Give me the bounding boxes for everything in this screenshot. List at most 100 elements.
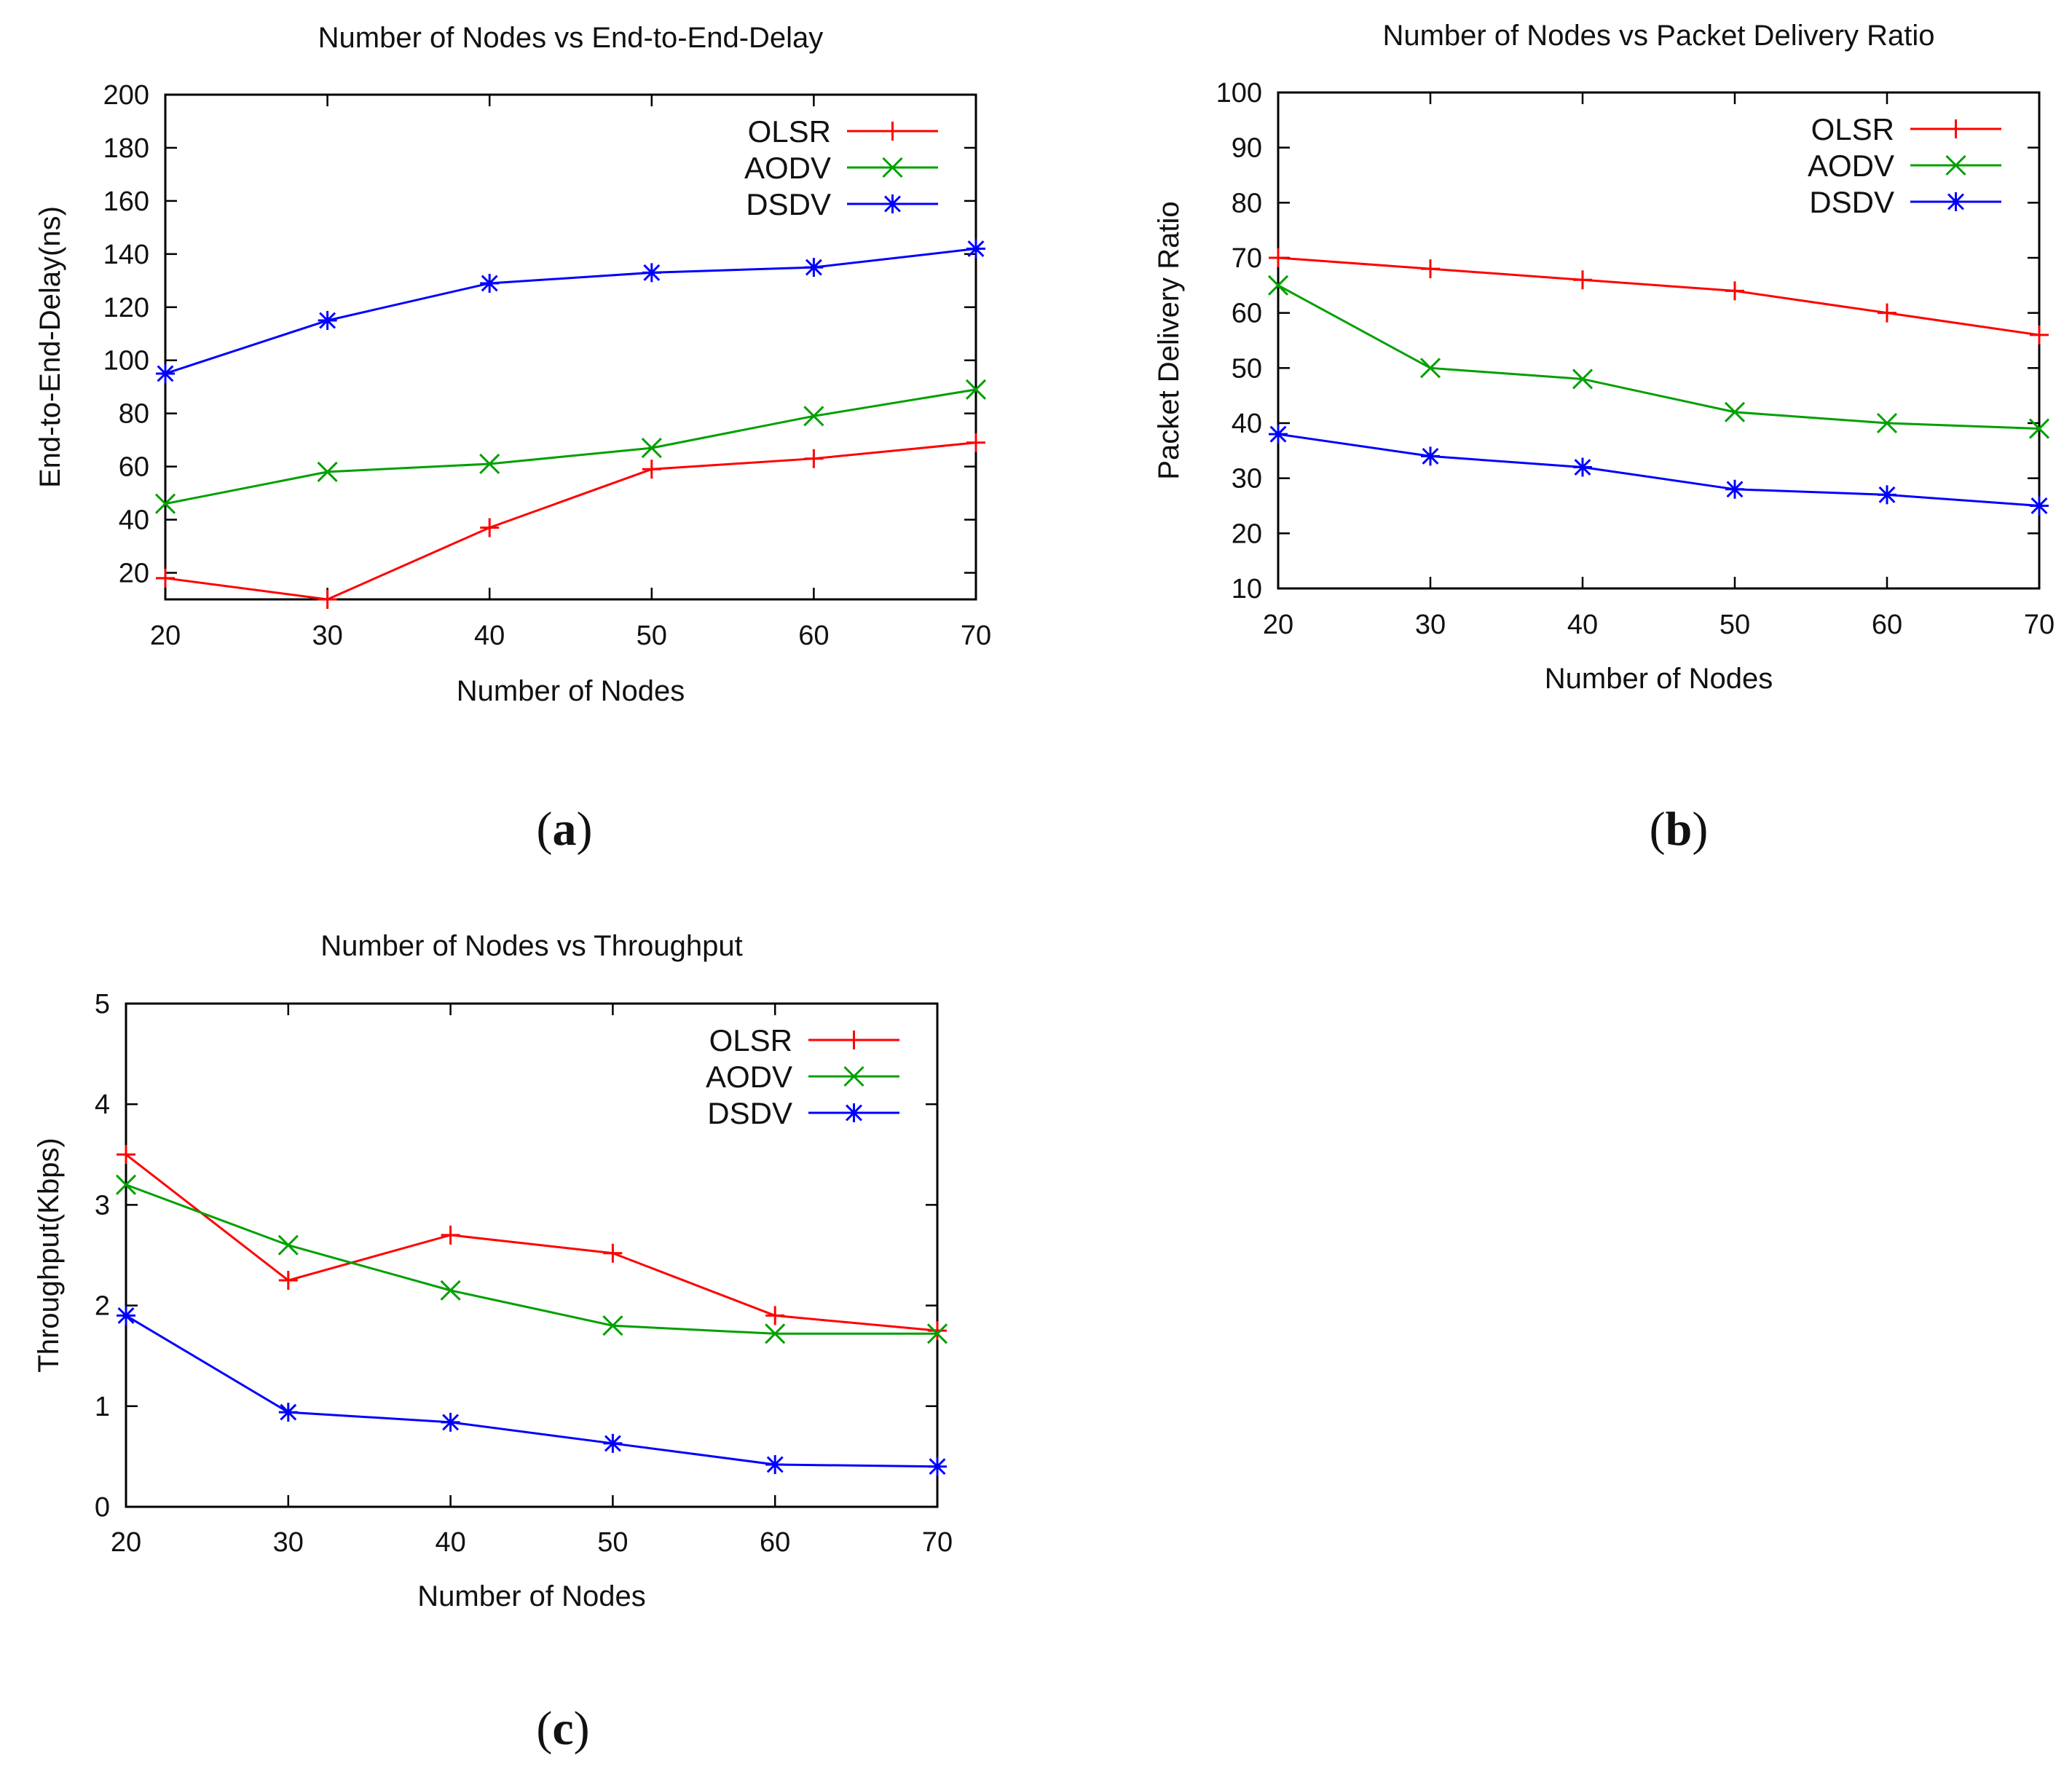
series-line-olsr — [1277, 256, 2040, 336]
x-axis-label: Number of Nodes — [457, 675, 685, 707]
data-point-aodv — [317, 461, 338, 482]
y-axis-label: End-to-End-Delay(ns) — [34, 206, 66, 488]
x-tick-label: 50 — [1720, 610, 1750, 640]
data-point-dsdv — [441, 1412, 460, 1432]
y-tick-label: 120 — [103, 293, 149, 323]
y-tick-label: 40 — [119, 505, 149, 536]
series-aodv — [154, 379, 987, 514]
y-tick-label: 60 — [119, 452, 149, 483]
y-axis-label: Packet Delivery Ratio — [1153, 201, 1185, 479]
legend-marker-dsdv — [883, 194, 902, 213]
series-aodv — [1267, 275, 2050, 439]
y-tick-label: 160 — [103, 186, 149, 217]
data-point-olsr — [156, 568, 175, 588]
chart-title: Number of Nodes vs Packet Delivery Ratio — [1382, 20, 1934, 52]
legend-label-dsdv: DSDV — [746, 187, 831, 221]
data-point-dsdv — [318, 311, 337, 331]
y-tick-label: 140 — [103, 240, 149, 270]
data-point-dsdv — [1725, 479, 1744, 499]
data-point-olsr — [603, 1243, 623, 1263]
data-point-olsr — [117, 1145, 135, 1165]
chart-title: Number of Nodes vs End-to-End-Delay — [318, 22, 824, 54]
x-tick-label: 20 — [150, 620, 181, 651]
x-tick-label: 60 — [760, 1527, 790, 1558]
data-point-dsdv — [1421, 446, 1440, 466]
data-point-olsr — [1725, 281, 1744, 301]
panel-label-letter: b — [1666, 803, 1693, 856]
data-point-aodv — [154, 493, 176, 514]
series-dsdv — [156, 239, 985, 383]
x-axis-label: Number of Nodes — [417, 1580, 645, 1612]
panel-label: (c) — [536, 1702, 589, 1755]
data-point-aodv — [926, 1323, 948, 1344]
data-point-aodv — [803, 406, 824, 427]
y-tick-label: 5 — [95, 989, 110, 1020]
series-line-aodv — [125, 1183, 937, 1335]
panel-label-letter: a — [553, 803, 577, 856]
legend-label-aodv: AODV — [744, 151, 831, 185]
y-tick-label: 10 — [1232, 574, 1262, 604]
x-tick-label: 30 — [312, 620, 342, 651]
legend-marker-dsdv — [1946, 192, 1966, 211]
panel-label-open-paren: ( — [537, 803, 553, 856]
y-tick-label: 100 — [103, 346, 149, 377]
legend-marker-aodv — [1945, 154, 1966, 176]
y-tick-label: 70 — [1232, 243, 1262, 274]
data-point-aodv — [115, 1174, 137, 1195]
data-point-olsr — [1573, 270, 1592, 290]
data-point-dsdv — [278, 1403, 298, 1422]
data-point-aodv — [1267, 275, 1289, 296]
x-tick-label: 60 — [798, 620, 829, 651]
data-point-olsr — [1878, 303, 1896, 323]
legend-marker-olsr — [844, 1031, 864, 1049]
x-tick-label: 20 — [111, 1527, 141, 1558]
data-point-aodv — [440, 1280, 461, 1301]
y-tick-label: 30 — [1232, 464, 1262, 495]
data-point-olsr — [2030, 325, 2049, 344]
data-point-dsdv — [603, 1433, 623, 1453]
y-tick-label: 2 — [95, 1291, 110, 1322]
panel-label-close-paren: ) — [577, 803, 593, 856]
chart-panel-a: Number of Nodes vs End-to-End-Delay 20 30 4… — [34, 22, 991, 856]
data-point-dsdv — [2030, 496, 2049, 516]
series-olsr — [156, 433, 985, 609]
data-point-aodv — [277, 1234, 299, 1256]
series-line-aodv — [165, 388, 977, 505]
data-point-aodv — [2028, 418, 2050, 439]
chart-title: Number of Nodes vs Throughput — [320, 930, 743, 962]
x-tick-label: 70 — [2024, 610, 2055, 640]
data-point-dsdv — [966, 239, 985, 259]
series-line-olsr — [125, 1154, 938, 1332]
legend-marker-olsr — [1946, 119, 1966, 138]
data-point-dsdv — [1878, 485, 1896, 505]
x-tick-label: 50 — [637, 620, 667, 651]
series-line-olsr — [165, 441, 977, 601]
y-tick-label: 60 — [1232, 299, 1262, 329]
data-point-aodv — [965, 379, 987, 400]
data-point-aodv — [1419, 358, 1441, 379]
data-point-aodv — [602, 1315, 623, 1336]
plot-frame — [125, 1002, 939, 1508]
panel-label-open-paren: ( — [536, 1702, 552, 1755]
data-point-olsr — [928, 1321, 947, 1341]
legend-label-aodv: AODV — [706, 1060, 792, 1094]
data-point-olsr — [480, 518, 500, 537]
data-point-dsdv — [765, 1454, 785, 1474]
y-tick-label: 20 — [1232, 519, 1262, 549]
legend-label-dsdv: DSDV — [707, 1096, 792, 1130]
data-point-aodv — [1876, 412, 1898, 434]
panel-label-close-paren: ) — [1692, 803, 1708, 856]
legend-label-dsdv: DSDV — [1809, 185, 1894, 219]
legend-marker-aodv — [843, 1065, 864, 1087]
series-line-dsdv — [165, 248, 977, 375]
data-point-olsr — [318, 590, 337, 609]
series-olsr — [1269, 248, 2049, 344]
panel-label: (a) — [537, 803, 593, 856]
data-point-aodv — [1572, 369, 1594, 390]
legend-label-olsr: OLSR — [1811, 112, 1894, 146]
data-point-olsr — [804, 449, 824, 468]
x-tick-label: 20 — [1263, 610, 1293, 640]
x-tick-label: 40 — [1567, 610, 1598, 640]
